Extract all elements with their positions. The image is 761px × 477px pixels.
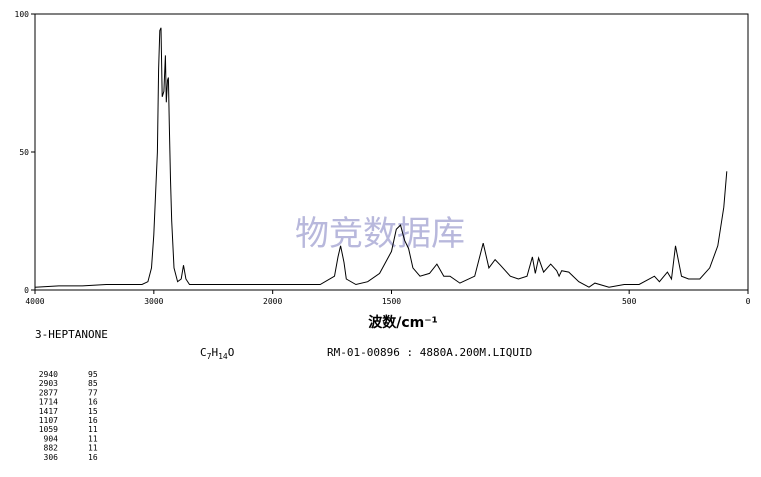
peak-wavenumber: 2940 [39,370,58,379]
watermark: 物竞数据库 [295,214,465,254]
peak-wavenumber: 1059 [39,425,58,434]
formula-part: 14 [218,352,228,361]
x-tick-label: 0 [746,297,751,306]
x-tick-label: 2000 [263,297,282,306]
peak-wavenumber: 1417 [39,407,58,416]
formula: C7H14O [200,346,234,361]
x-tick-label: 3000 [144,297,163,306]
peak-intensity: 77 [88,388,98,397]
formula-part: H [211,346,218,359]
peak-wavenumber: 2903 [39,379,58,388]
formula-part: 7 [207,352,212,361]
x-tick-label: 1500 [382,297,401,306]
peak-wavenumber: 882 [44,444,59,453]
peak-intensity: 85 [88,379,98,388]
peak-wavenumber: 306 [44,453,59,462]
peak-wavenumber: 904 [44,434,59,443]
peak-wavenumber: 1714 [39,398,58,407]
y-tick-label: 100 [15,10,30,19]
peak-intensity: 15 [88,407,98,416]
peak-intensity: 95 [88,370,98,379]
peak-intensity: 16 [88,398,98,407]
spectrum-line [34,27,728,288]
formula-part: C [200,346,207,359]
peak-wavenumber: 1107 [39,416,58,425]
y-tick-label: 0 [24,286,29,295]
peak-intensity: 11 [88,434,98,443]
peak-wavenumber: 2877 [39,388,58,397]
formula-part: O [228,346,235,359]
x-axis-label: 波数/cm⁻¹ [368,314,438,331]
compound-name: 3-HEPTANONE [35,328,108,341]
x-tick-label: 500 [622,297,637,306]
x-tick-label: 4000 [25,297,44,306]
peak-intensity: 16 [88,453,98,462]
sample-code: RM-01-00896 : 4880A.200M.LIQUID [327,346,532,359]
peak-intensity: 11 [88,444,98,453]
peak-intensity: 11 [88,425,98,434]
y-tick-label: 50 [19,148,29,157]
peak-intensity: 16 [88,416,98,425]
